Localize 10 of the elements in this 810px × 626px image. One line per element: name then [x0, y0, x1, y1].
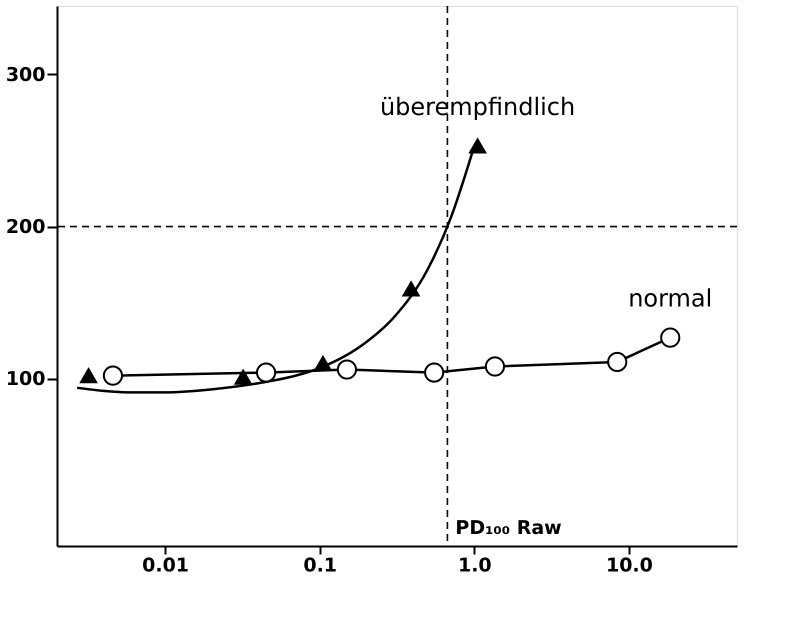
- x-tick-label: 1.0: [458, 554, 492, 576]
- x-tick-label: 0.1: [303, 554, 338, 576]
- x-tick-label: 10.0: [606, 554, 653, 576]
- y-tick-label: 100: [6, 368, 46, 390]
- ref-line-label: PD₁₀₀ Raw: [455, 517, 562, 539]
- y-tick-label: 200: [6, 216, 46, 238]
- y-tick-label: 300: [6, 64, 46, 86]
- series-label: überempfindlich: [380, 92, 576, 121]
- series-label: normal: [628, 284, 712, 313]
- x-tick-label: 0.01: [142, 554, 190, 576]
